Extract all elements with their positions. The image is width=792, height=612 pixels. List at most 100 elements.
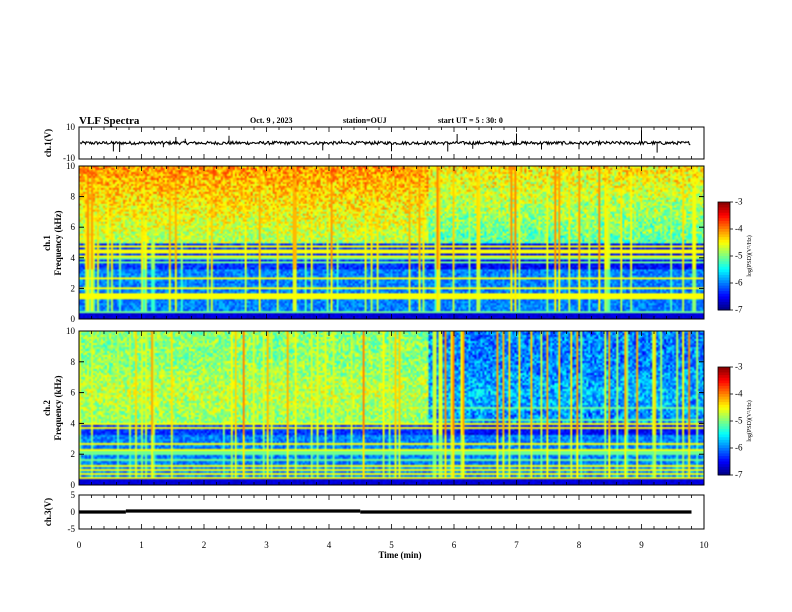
- ch1-colorbar: -3 -4 -5 -6 -7 log(PSD)(V²/Hz): [717, 197, 753, 315]
- colorbar-segment: [718, 385, 730, 390]
- colorbar-segment: [718, 283, 730, 287]
- ytick-label: 8: [71, 357, 76, 367]
- colorbar-segment: [718, 407, 730, 411]
- colorbar-segment: [718, 461, 730, 465]
- header-date: Oct. 9 , 2023: [250, 116, 292, 125]
- colorbar-segment: [718, 207, 730, 211]
- colorbar-segment: [718, 380, 730, 384]
- colorbar-segment: [718, 280, 730, 284]
- ytick-label: 6: [71, 222, 76, 232]
- xtick-label: 5: [389, 540, 394, 550]
- colorbar-segment: [718, 239, 730, 243]
- colorbar-segment: [718, 402, 730, 406]
- header-start-time: start UT = 5 : 30: 0: [438, 116, 503, 125]
- colorbar-tick-label: -6: [735, 278, 743, 288]
- ch1-spectrogram-yticks: 0 2 4 6 8 10: [66, 161, 704, 324]
- spectrogram-raster: [79, 166, 704, 319]
- colorbar-segment: [718, 372, 730, 376]
- colorbar-segment: [718, 253, 730, 257]
- colorbar-segment: [718, 367, 730, 371]
- colorbar-segment: [718, 453, 730, 457]
- ch3-ytick-top: 5: [71, 490, 76, 500]
- colorbar-tick-label: -4: [735, 224, 743, 234]
- colorbar-segment: [718, 423, 730, 427]
- colorbar-segment: [718, 264, 730, 268]
- colorbar-tick-label: -7: [735, 305, 743, 315]
- colorbar-segment: [718, 256, 730, 260]
- colorbar-segment: [718, 258, 730, 262]
- xtick-label: 9: [639, 540, 644, 550]
- colorbar-segment: [718, 223, 730, 227]
- colorbar-segment: [718, 434, 730, 438]
- colorbar-segment: [718, 296, 730, 300]
- ch2-spectrogram-image: [79, 331, 704, 485]
- colorbar-segment: [718, 458, 730, 462]
- colorbar-tick-label: -3: [735, 362, 743, 372]
- colorbar-segment: [718, 272, 730, 276]
- ch2-spectrogram-ylabel-frequency: Frequency (kHz): [53, 375, 63, 440]
- ch1-spectrogram-image: [79, 166, 704, 319]
- colorbar-segment: [718, 412, 730, 417]
- ch2-spectrogram-ylabel-channel: ch.2: [42, 400, 52, 416]
- panel-ch2-spectrogram: 0 2 4 6 8 10 ch.2 Frequency (kHz) -3 -4 -5 -6 -7 l…: [42, 326, 753, 490]
- colorbar-segment: [718, 301, 730, 306]
- chart-title: VLF Spectra: [79, 115, 140, 127]
- ch1-waveform-trace: [79, 130, 691, 153]
- colorbar-segment: [718, 220, 730, 225]
- ch1-waveform-line: [79, 139, 691, 147]
- xtick-label: 10: [700, 540, 710, 550]
- colorbar-segment: [718, 277, 730, 281]
- colorbar-segment: [718, 242, 730, 246]
- ytick-label: 2: [71, 283, 76, 293]
- ytick-label: 0: [71, 314, 76, 324]
- xtick-label: 0: [77, 540, 82, 550]
- ch3-ytick-bottom: -5: [68, 524, 76, 534]
- xtick-label: 2: [202, 540, 207, 550]
- colorbar-segment: [718, 439, 730, 444]
- colorbar-segment: [718, 250, 730, 254]
- colorbar-segment: [718, 377, 730, 381]
- colorbar-segment: [718, 375, 730, 379]
- colorbar-segment: [718, 204, 730, 208]
- colorbar-segment: [718, 218, 730, 222]
- colorbar-segment: [718, 237, 730, 241]
- colorbar-segment: [718, 293, 730, 297]
- colorbar-segment: [718, 426, 730, 430]
- colorbar-segment: [718, 445, 730, 449]
- colorbar-segment: [718, 391, 730, 395]
- colorbar-tick-label: -3: [735, 197, 743, 207]
- colorbar-segment: [718, 285, 730, 289]
- time-axis-label: Time (min): [378, 550, 421, 560]
- ch1-ytick-top: 10: [66, 122, 76, 132]
- colorbar-segment: [718, 291, 730, 295]
- colorbar-segment: [718, 269, 730, 273]
- colorbar-tick-label: -6: [735, 443, 743, 453]
- ytick-label: 10: [66, 326, 76, 336]
- colorbar-segment: [718, 469, 730, 473]
- colorbar-segment: [718, 226, 730, 230]
- xtick-label: 3: [264, 540, 269, 550]
- header-station: station=OUJ: [343, 116, 387, 125]
- colorbar-segment: [718, 421, 730, 425]
- panel-ch1-waveform: 10 -10 ch.1(V): [43, 122, 705, 163]
- colorbar-segment: [718, 415, 730, 419]
- colorbar-segment: [718, 388, 730, 392]
- xtick-label: 4: [327, 540, 332, 550]
- ch1-ytick-bottom: -10: [63, 153, 75, 163]
- colorbar-segment: [718, 464, 730, 468]
- colorbar-segment: [718, 437, 730, 441]
- colorbar-segment: [718, 261, 730, 265]
- xtick-label: 7: [514, 540, 519, 550]
- colorbar-segment: [718, 247, 730, 252]
- colorbar-label: log(PSD)(V²/Hz): [746, 400, 753, 441]
- colorbar-segment: [718, 383, 730, 387]
- colorbar-segment: [718, 215, 730, 219]
- colorbar-segment: [718, 410, 730, 414]
- colorbar-segment: [718, 231, 730, 235]
- colorbar-segment: [718, 450, 730, 454]
- ytick-label: 0: [71, 480, 76, 490]
- colorbar-segment: [718, 210, 730, 214]
- colorbar-segment: [718, 274, 730, 279]
- ytick-label: 10: [66, 161, 76, 171]
